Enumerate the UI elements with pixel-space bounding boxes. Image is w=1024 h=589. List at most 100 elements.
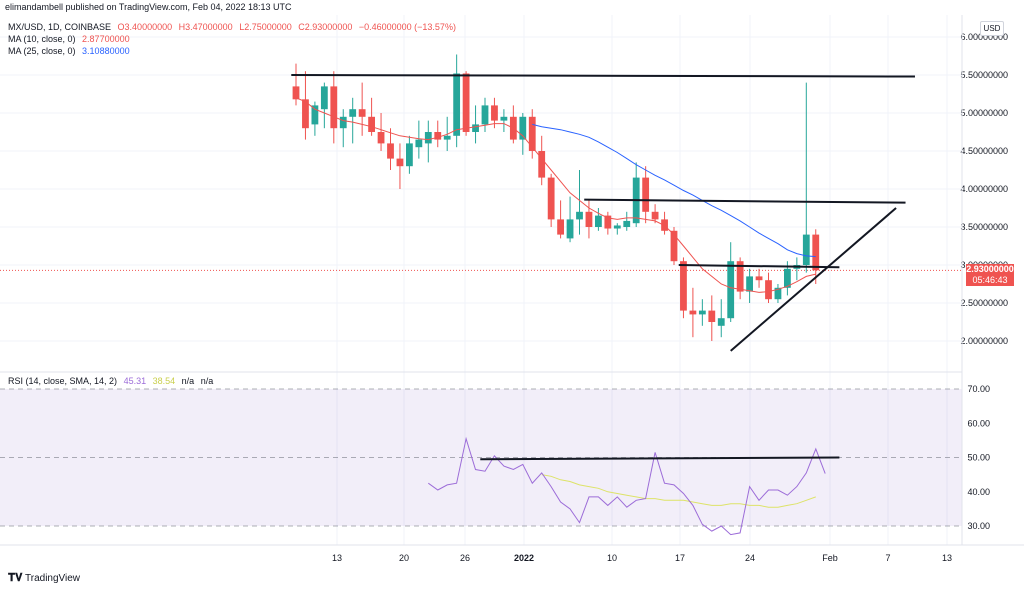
candle-body (292, 86, 300, 100)
candle-29[interactable] (566, 196, 574, 243)
candle-36[interactable] (632, 162, 640, 227)
candle-7[interactable] (358, 82, 366, 136)
ma10-legend[interactable]: MA (10, close, 0) 2.87700000 (8, 34, 134, 44)
candle-body (368, 116, 375, 132)
candle-26[interactable] (538, 135, 546, 186)
ma10-value: 2.87700000 (82, 34, 130, 44)
candle-50[interactable] (765, 272, 772, 303)
candle-body (481, 105, 489, 125)
candle-8[interactable] (368, 97, 375, 136)
candle-27[interactable] (547, 173, 555, 227)
candle-33[interactable] (604, 211, 612, 235)
ma10-label: MA (10, close, 0) (8, 34, 76, 44)
candle-30[interactable] (576, 170, 583, 235)
symbol-label[interactable]: MX/USD, 1D, COINBASE (8, 22, 112, 32)
price-tick-label: 3.50000000 (960, 222, 1008, 232)
price-trendline-2[interactable] (678, 264, 840, 269)
candle-45[interactable] (717, 299, 725, 338)
candle-body (717, 318, 725, 326)
candle-48[interactable] (746, 268, 753, 303)
ma25-legend[interactable]: MA (25, close, 0) 3.10880000 (8, 46, 134, 56)
candle-5[interactable] (339, 109, 347, 148)
candle-31[interactable] (585, 200, 593, 239)
candle-body (311, 105, 319, 125)
candle-body (434, 132, 442, 140)
candle-17[interactable] (453, 54, 461, 148)
candle-body (302, 99, 309, 129)
candle-body (491, 105, 498, 121)
time-tick-label: 26 (460, 553, 470, 563)
candle-51[interactable] (774, 284, 782, 303)
candle-39[interactable] (661, 211, 668, 235)
candle-body (330, 86, 338, 129)
last-price-tag: 2.93000000 05:46:43 (966, 264, 1014, 286)
candle-35[interactable] (623, 211, 631, 231)
tradingview-logo[interactable]: 𝐓𝐕 TradingView (8, 572, 80, 585)
candle-19[interactable] (472, 105, 479, 144)
candle-14[interactable] (424, 120, 432, 163)
ohlc-low: L2.75000000 (239, 22, 292, 32)
candle-54[interactable] (802, 82, 810, 273)
candle-2[interactable] (311, 101, 319, 136)
candle-18[interactable] (462, 71, 470, 136)
price-trendline-1[interactable] (584, 198, 906, 204)
candle-34[interactable] (613, 223, 621, 235)
rsi-sma-value: 38.54 (152, 376, 176, 386)
candle-40[interactable] (670, 227, 678, 265)
candle-3[interactable] (320, 82, 328, 129)
candle-10[interactable] (387, 128, 394, 170)
candle-1[interactable] (302, 71, 309, 140)
candle-53[interactable] (793, 257, 801, 281)
candle-body (443, 135, 451, 140)
price-trendline-0[interactable] (291, 74, 915, 78)
candle-37[interactable] (642, 166, 650, 224)
candle-49[interactable] (755, 268, 763, 288)
candle-body (812, 234, 820, 271)
rsi-legend[interactable]: RSI (14, close, SMA, 14, 2) 45.31 38.54 … (8, 376, 217, 386)
ma25-label: MA (25, close, 0) (8, 46, 76, 56)
candle-47[interactable] (736, 257, 744, 300)
candle-body (500, 116, 508, 121)
candle-body (358, 109, 366, 117)
candle-body (472, 124, 479, 132)
ma10-line (295, 97, 816, 293)
candle-body (547, 177, 555, 220)
rsi-trendline-0[interactable] (480, 456, 840, 461)
published-caption: elimandambell published on TradingView.c… (5, 2, 292, 12)
candle-20[interactable] (481, 97, 489, 132)
candle-11[interactable] (396, 143, 404, 189)
candle-43[interactable] (698, 299, 706, 326)
candle-25[interactable] (528, 109, 536, 159)
ohlc-close: C2.93000000 (298, 22, 353, 32)
ma25-value: 3.10880000 (82, 46, 130, 56)
time-tick-label: 13 (332, 553, 342, 563)
time-tick-label: 17 (675, 553, 685, 563)
last-price-value: 2.93000000 (966, 264, 1014, 274)
candle-46[interactable] (727, 242, 735, 322)
candle-9[interactable] (377, 113, 385, 151)
candle-32[interactable] (595, 208, 602, 231)
candle-13[interactable] (415, 120, 423, 159)
candle-23[interactable] (509, 105, 517, 144)
rsi-tick-label: 50.00 (967, 453, 990, 463)
candle-41[interactable] (680, 257, 687, 319)
candle-4[interactable] (330, 71, 338, 144)
candle-22[interactable] (500, 109, 508, 132)
rsi-sma-line (541, 474, 816, 508)
candle-6[interactable] (349, 97, 357, 144)
candle-15[interactable] (434, 120, 442, 148)
currency-button[interactable]: USD (980, 21, 1004, 36)
candle-24[interactable] (519, 113, 527, 155)
candle-38[interactable] (651, 204, 659, 224)
candle-body (387, 143, 394, 159)
tv-logo-icon: 𝐓𝐕 (8, 572, 23, 584)
candle-44[interactable] (708, 295, 716, 341)
candle-body (689, 310, 697, 315)
candle-28[interactable] (557, 200, 564, 239)
price-trendline-3[interactable] (730, 207, 897, 352)
candle-42[interactable] (689, 287, 697, 338)
candle-body (784, 268, 791, 288)
candle-0[interactable] (292, 63, 300, 106)
candle-12[interactable] (406, 135, 413, 174)
